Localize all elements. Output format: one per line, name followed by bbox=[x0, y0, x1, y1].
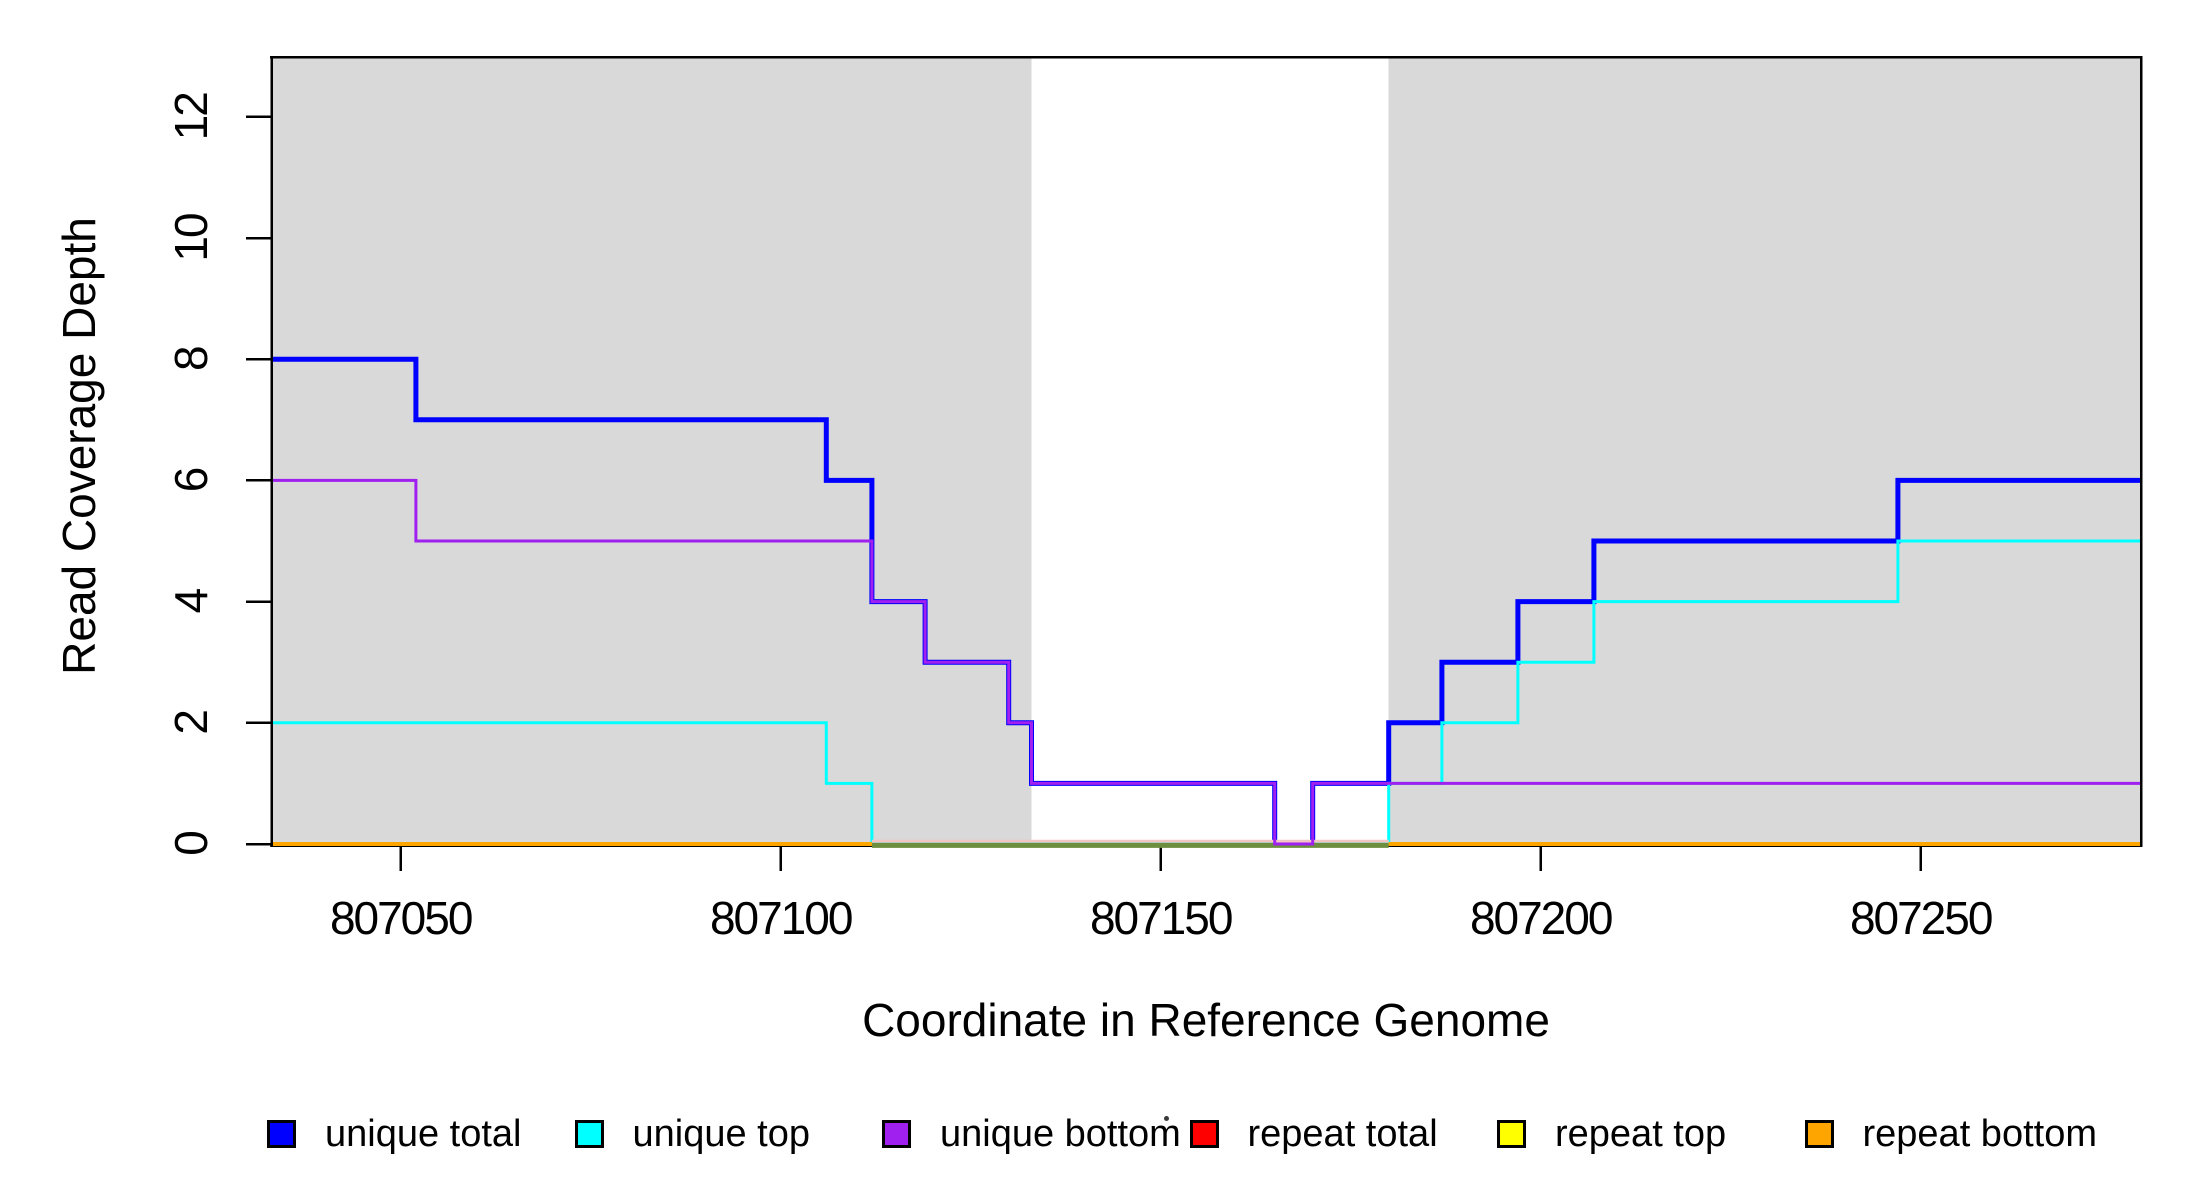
legend-label: unique total bbox=[325, 1112, 522, 1155]
x-tick-label-2: 807150 bbox=[1090, 892, 1232, 944]
legend-item-unique-bottom: unique bottom bbox=[882, 1113, 1181, 1155]
legend-swatch-repeat-total bbox=[1189, 1120, 1219, 1148]
y-tick-label-4: 8 bbox=[165, 347, 217, 371]
shaded-region-1 bbox=[1388, 56, 2142, 846]
y-tick-label-3: 6 bbox=[165, 468, 217, 492]
plot-border bbox=[270, 55, 2143, 847]
y-tick-label-5: 10 bbox=[165, 214, 217, 262]
shaded-region-0 bbox=[271, 56, 1032, 846]
y-axis-title: Read Coverage Depth bbox=[53, 217, 105, 675]
legend: unique total unique top unique bottom repea… bbox=[0, 1113, 2200, 1158]
series-lines bbox=[271, 356, 2142, 848]
legend-item-repeat-bottom: repeat bottom bbox=[1804, 1113, 2097, 1155]
legend-label: unique bottom bbox=[940, 1112, 1181, 1155]
legend-label: unique top bbox=[632, 1112, 811, 1155]
legend-label: repeat top bbox=[1555, 1112, 1727, 1155]
legend-item-unique-total: unique total bbox=[267, 1113, 522, 1155]
axis-tick-labels: 807050 807100 807150 807200 807250 0 2 4 6 8 10 12 bbox=[165, 93, 1994, 944]
y-tick-label-6: 12 bbox=[165, 93, 217, 141]
y-tick-label-2: 4 bbox=[165, 588, 217, 613]
legend-item-unique-top: unique top bbox=[574, 1113, 810, 1155]
legend-swatch-repeat-bottom bbox=[1804, 1120, 1834, 1148]
artifact-dot bbox=[1164, 1116, 1169, 1121]
x-tick-label-3: 807200 bbox=[1470, 892, 1612, 944]
axis-ticks bbox=[246, 115, 1922, 871]
shaded-regions bbox=[271, 56, 2142, 846]
legend-swatch-unique-total bbox=[267, 1120, 296, 1148]
legend-item-repeat-total: repeat total bbox=[1189, 1113, 1438, 1155]
legend-label: repeat total bbox=[1247, 1112, 1438, 1155]
legend-item-repeat-top: repeat top bbox=[1497, 1113, 1726, 1155]
legend-label: repeat bottom bbox=[1862, 1112, 2097, 1155]
series-line-unique-top bbox=[271, 539, 2142, 846]
x-axis-title: Coordinate in Reference Genome bbox=[862, 994, 1550, 1046]
legend-swatch-repeat-top bbox=[1497, 1120, 1526, 1148]
legend-swatch-unique-bottom bbox=[882, 1120, 911, 1148]
y-tick-label-0: 0 bbox=[165, 832, 217, 856]
legend-swatch-unique-top bbox=[574, 1120, 604, 1148]
x-tick-label-1: 807100 bbox=[710, 892, 852, 944]
y-tick-label-1: 2 bbox=[165, 711, 217, 735]
series-line-unique-bottom bbox=[271, 478, 2142, 846]
x-tick-label-4: 807250 bbox=[1850, 892, 1992, 944]
x-tick-label-0: 807050 bbox=[330, 892, 472, 944]
